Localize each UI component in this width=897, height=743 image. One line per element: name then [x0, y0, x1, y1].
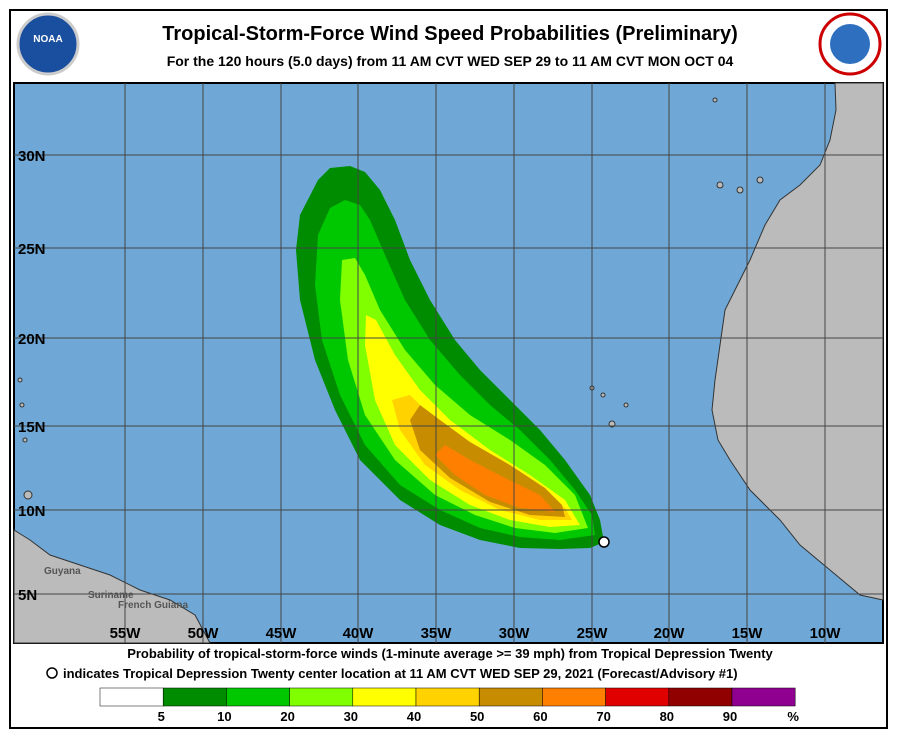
legend-label: 70: [596, 709, 610, 724]
subtitle: For the 120 hours (5.0 days) from 11 AM …: [167, 53, 734, 69]
graticule: [14, 83, 883, 643]
legend-swatch: [415, 687, 480, 707]
legend-label: 50: [470, 709, 484, 724]
legend-swatch: [478, 687, 543, 707]
legend-label: 60: [533, 709, 547, 724]
lat-label: 20N: [18, 331, 46, 348]
footer-line2: indicates Tropical Depression Twenty cen…: [63, 666, 738, 681]
legend-label: 20: [280, 709, 294, 724]
contour: [365, 315, 580, 527]
contour: [435, 445, 555, 512]
lat-label: 10N: [18, 503, 46, 520]
title: Tropical-Storm-Force Wind Speed Probabil…: [162, 23, 738, 45]
lat-label: 5N: [18, 587, 37, 604]
lon-label: 50W: [188, 625, 220, 642]
place-label: Suriname: [88, 590, 134, 601]
legend-label: %: [787, 709, 799, 724]
lat-label: 30N: [18, 148, 46, 165]
lon-label: 15W: [732, 625, 764, 642]
legend-swatch: [668, 687, 733, 707]
legend-label: 5: [158, 709, 165, 724]
lon-label: 10W: [810, 625, 842, 642]
contour: [340, 258, 588, 533]
lon-label: 25W: [577, 625, 609, 642]
lon-label: 35W: [421, 625, 453, 642]
lat-label: 15N: [18, 419, 46, 436]
legend-label: 30: [344, 709, 358, 724]
legend-marker: [46, 667, 58, 679]
noaa-text: NOAA: [33, 34, 62, 45]
legend-label: 80: [660, 709, 674, 724]
islands: [17, 97, 764, 500]
south-america: [13, 529, 211, 644]
noaa-logo: [16, 12, 80, 76]
lon-label: 20W: [654, 625, 686, 642]
legend-label: 90: [723, 709, 737, 724]
place-label: Guyana: [44, 566, 81, 577]
legend-swatch: [352, 687, 417, 707]
legend-swatch: [162, 687, 227, 707]
nws-logo-inner: [830, 24, 870, 64]
legend-label: 40: [407, 709, 421, 724]
lon-label: 40W: [343, 625, 375, 642]
lon-label: 45W: [266, 625, 298, 642]
probability-contours: [296, 166, 604, 549]
africa: [711, 82, 884, 601]
storm-center: [598, 536, 610, 548]
map: Guyana Suriname French Guiana 55W 50W 45W 4…: [13, 82, 884, 644]
legend-swatch: [731, 687, 796, 707]
place-label: French Guiana: [118, 600, 188, 611]
legend-label: 10: [217, 709, 231, 724]
footer-line1: Probability of tropical-storm-force wind…: [127, 646, 773, 661]
legend-swatch: [542, 687, 606, 707]
legend-swatch: [605, 687, 670, 707]
lat-label: 25N: [18, 241, 46, 258]
legend-swatch: [226, 687, 290, 707]
legend-swatch: [289, 687, 354, 707]
lon-label: 55W: [110, 625, 142, 642]
lon-label: 30W: [499, 625, 531, 642]
legend-swatch: [99, 687, 164, 707]
legend: 5 10 20 30 40 50 60 70 80 90%: [99, 687, 799, 724]
